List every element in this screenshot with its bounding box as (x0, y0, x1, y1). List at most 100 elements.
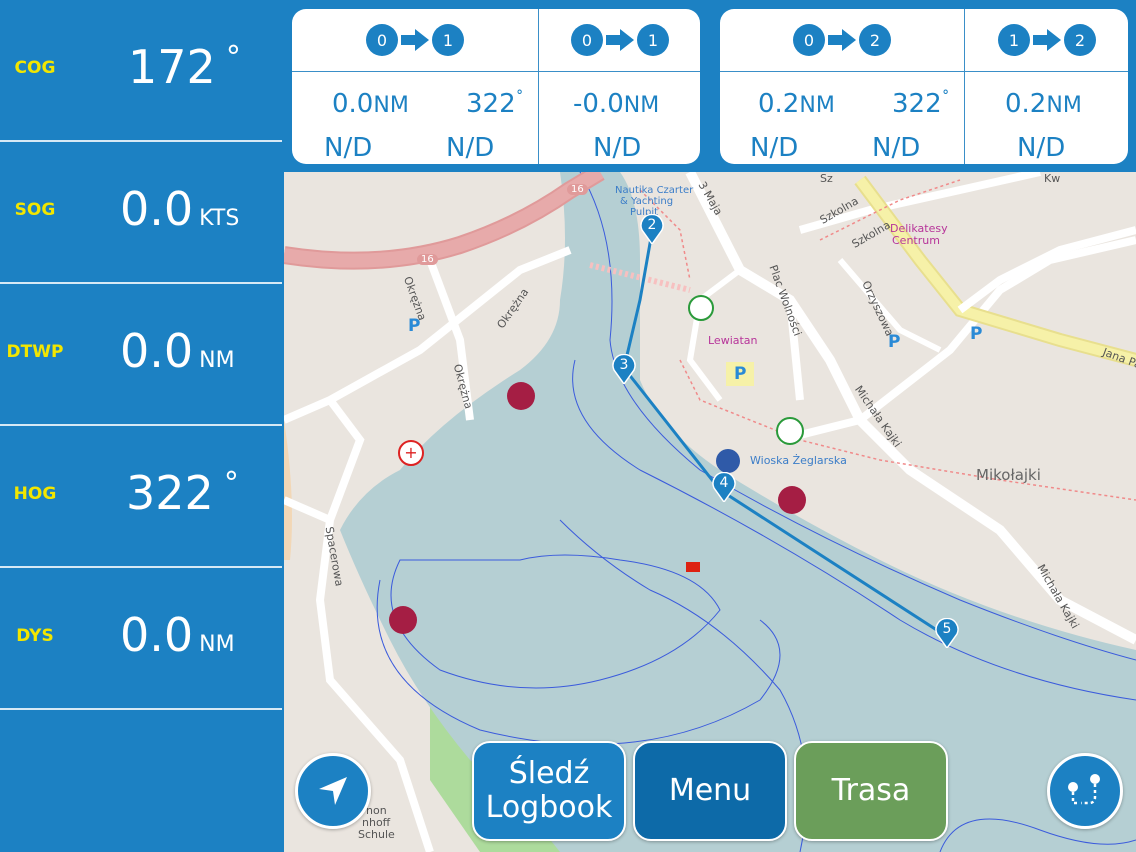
cog-row: COG 172 ° (0, 0, 282, 142)
bearing-unit: ˚ (941, 89, 950, 108)
leg-column: 1 2 0.2NM N/D (964, 9, 1128, 164)
sog-label: SOG (14, 200, 56, 220)
leg-eta: N/D (750, 133, 799, 163)
leg-distance: 0.2NM (1005, 89, 1082, 119)
distance-number: -0.0 (573, 89, 624, 119)
leg-card-next[interactable]: 0 2 0.2NM 322˚ N/D N/D 1 2 0.2NM N/D (720, 9, 1128, 164)
road-shield: 16 (417, 254, 438, 265)
map-label: Delikatesy (890, 222, 948, 235)
waypoint-to-badge: 1 (637, 24, 669, 56)
route-button[interactable]: Trasa (794, 741, 948, 841)
restaurant-icon (688, 295, 714, 321)
distance-unit: NM (1046, 93, 1082, 118)
leg-header: 0 1 (292, 9, 538, 72)
dtwp-unit: NM (199, 348, 235, 373)
map-label: Centrum (892, 234, 940, 247)
waypoint-to-badge: 1 (432, 24, 464, 56)
hog-number: 322 (126, 466, 214, 520)
map-label: nhoff (362, 816, 391, 829)
cog-value: 172 ° (128, 40, 241, 94)
map-label: Mikołajki (976, 466, 1041, 484)
waypoint-number: 3 (619, 357, 629, 373)
parking-icon: P (408, 316, 421, 336)
waypoint-from-badge: 0 (793, 24, 825, 56)
chart-map[interactable]: Nautika Czarter & Yachting Pulpit 16 16 … (284, 172, 1136, 852)
leg-card-current[interactable]: 0 1 0.0NM 322˚ N/D N/D 0 1 -0.0NM N/D (292, 9, 700, 164)
map-label: & Yachting (620, 196, 674, 207)
distance-unit: NM (373, 93, 409, 118)
hog-value: 322 ° (126, 466, 239, 520)
fuel-station-icon (716, 449, 740, 473)
first-aid-icon: + (398, 440, 424, 466)
distance-number: 0.2 (1005, 89, 1047, 119)
dtwp-number: 0.0 (120, 324, 194, 378)
marina-icon (778, 486, 806, 514)
sog-unit: KTS (199, 206, 240, 231)
hog-row: HOG 322 ° (0, 426, 282, 568)
arrow-right-icon (605, 28, 635, 52)
map-label: Lewiatan (708, 334, 758, 347)
leg-header: 0 1 (539, 9, 700, 72)
parking-icon: P (970, 324, 983, 344)
waypoint-from-badge: 0 (571, 24, 603, 56)
map-label: Wioska Żeglarska (750, 454, 847, 467)
road-shield: 16 (567, 184, 588, 195)
waypoint-to-badge: 2 (859, 24, 891, 56)
arrow-right-icon (400, 28, 430, 52)
dys-value: 0.0 NM (120, 608, 235, 662)
map-label: non (366, 804, 387, 817)
leg-distance: -0.0NM (573, 89, 659, 119)
map-label: Sz (820, 172, 833, 185)
menu-button[interactable]: Menu (633, 741, 787, 841)
sog-number: 0.0 (120, 182, 194, 236)
leg-eta: N/D (324, 133, 373, 163)
dys-unit: NM (199, 632, 235, 657)
leg-bearing: 322˚ (466, 89, 524, 119)
waypoint-pin-3[interactable]: 3 (612, 353, 636, 386)
boat-position-icon (686, 562, 700, 572)
waypoint-number: 4 (719, 475, 729, 491)
waypoint-pin-5[interactable]: 5 (935, 617, 959, 650)
map-label: Schule (358, 828, 395, 841)
dys-row: DYS 0.0 NM (0, 568, 282, 710)
leg-column: 0 1 0.0NM 322˚ N/D N/D (292, 9, 538, 164)
logbook-label: Logbook (485, 790, 613, 825)
arrow-right-icon (1032, 28, 1062, 52)
route-editor-icon (1068, 774, 1100, 805)
map-label: Pulpit (630, 207, 659, 218)
hog-unit: ° (223, 466, 239, 501)
track-logbook-button[interactable]: Śledź Logbook (472, 741, 626, 841)
distance-number: 0.0 (332, 89, 374, 119)
leg-distance: 0.0NM (332, 89, 409, 119)
route-editor-button[interactable] (1047, 753, 1123, 829)
distance-unit: NM (623, 93, 660, 118)
cog-unit: ° (225, 40, 241, 75)
cog-label: COG (14, 58, 56, 78)
navigation-arrow-icon (319, 777, 347, 805)
waypoint-from-badge: 0 (366, 24, 398, 56)
leg-column: 0 1 -0.0NM N/D (538, 9, 700, 164)
dys-label: DYS (16, 626, 54, 646)
sog-value: 0.0 KTS (120, 182, 239, 236)
dtwp-row: DTWP 0.0 NM (0, 284, 282, 426)
leg-ete: N/D (872, 133, 921, 163)
waypoint-pin-2[interactable]: 2 (640, 213, 664, 246)
dys-number: 0.0 (120, 608, 194, 662)
route-legs-bar: 0 1 0.0NM 322˚ N/D N/D 0 1 -0.0NM N/D 0 (284, 0, 1136, 172)
locate-button[interactable] (295, 753, 371, 829)
leg-header: 1 2 (965, 9, 1128, 72)
hog-label: HOG (13, 484, 57, 504)
marina-icon (389, 606, 417, 634)
leg-bearing: 322˚ (892, 89, 950, 119)
restaurant-icon (776, 417, 804, 445)
waypoint-number: 5 (942, 621, 952, 637)
lake-water (340, 172, 1136, 852)
marina-icon (507, 382, 535, 410)
parking-icon: P (888, 332, 901, 352)
leg-distance: 0.2NM (758, 89, 835, 119)
waypoint-pin-4[interactable]: 4 (712, 471, 736, 504)
instrument-panel: COG 172 ° SOG 0.0 KTS DTWP 0.0 NM HOG 322 ° … (0, 0, 284, 852)
sog-row: SOG 0.0 KTS (0, 142, 282, 284)
bearing-number: 322 (466, 89, 516, 119)
map-label: Kw (1044, 172, 1061, 185)
